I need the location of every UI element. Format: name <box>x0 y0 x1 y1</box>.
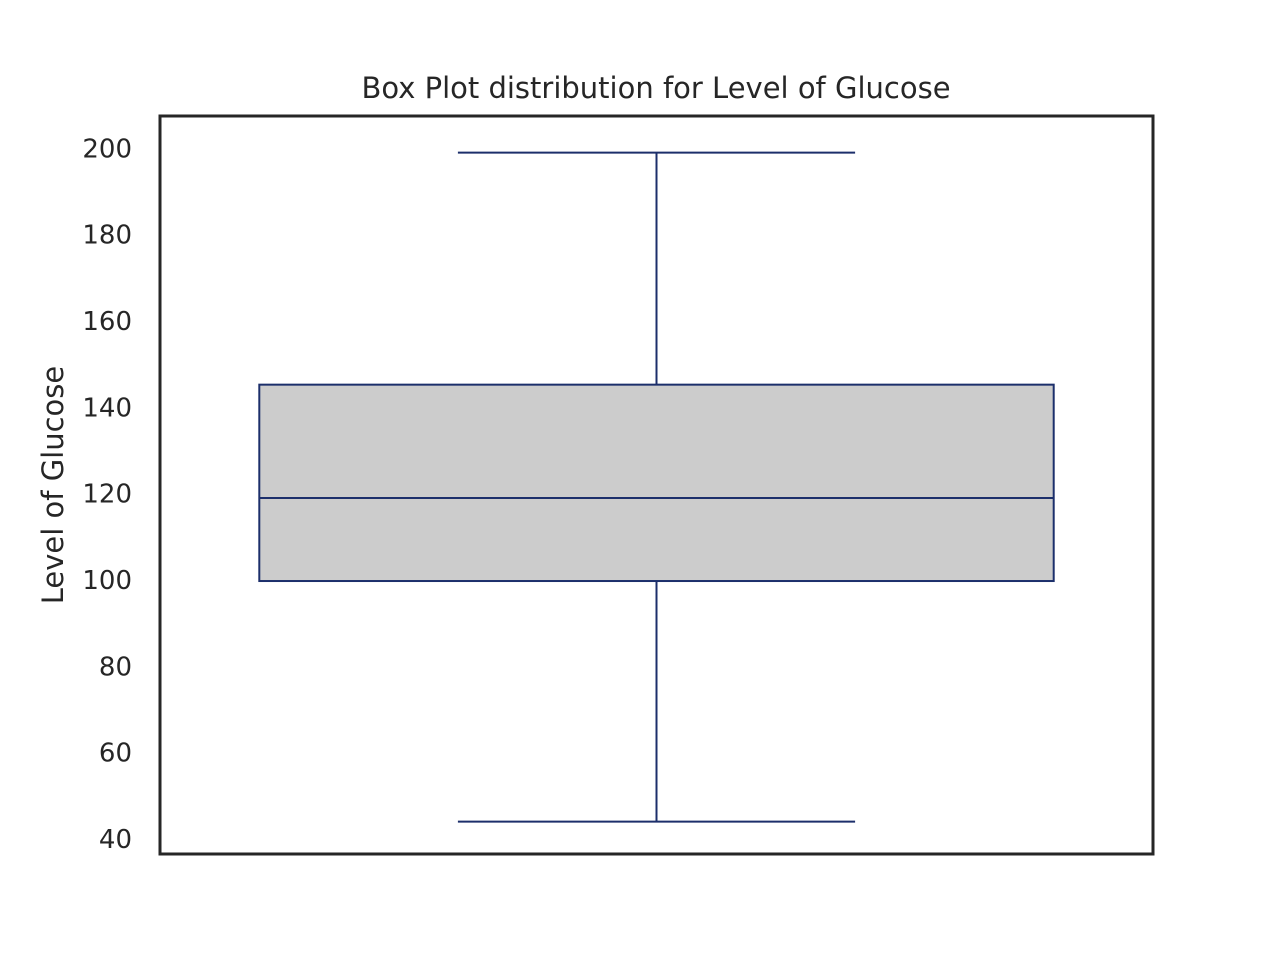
chart-title: Box Plot distribution for Level of Gluco… <box>361 71 950 105</box>
y-tick-label: 200 <box>82 134 132 164</box>
y-tick-label: 180 <box>82 221 132 251</box>
y-tick-label: 40 <box>99 825 132 855</box>
y-tick-label: 100 <box>82 566 132 596</box>
y-tick-label: 160 <box>82 307 132 337</box>
y-tick-label: 60 <box>99 739 132 769</box>
y-tick-label: 140 <box>82 393 132 423</box>
y-tick-label: 120 <box>82 480 132 510</box>
y-axis-label: Level of Glucose <box>36 366 70 605</box>
plot-area <box>258 151 1055 823</box>
y-tick-label: 80 <box>99 652 132 682</box>
box-iqr <box>258 383 1055 583</box>
plot-frame <box>158 114 1155 856</box>
y-axis-ticks: 40 60 80 100 120 140 160 180 200 <box>82 134 132 855</box>
